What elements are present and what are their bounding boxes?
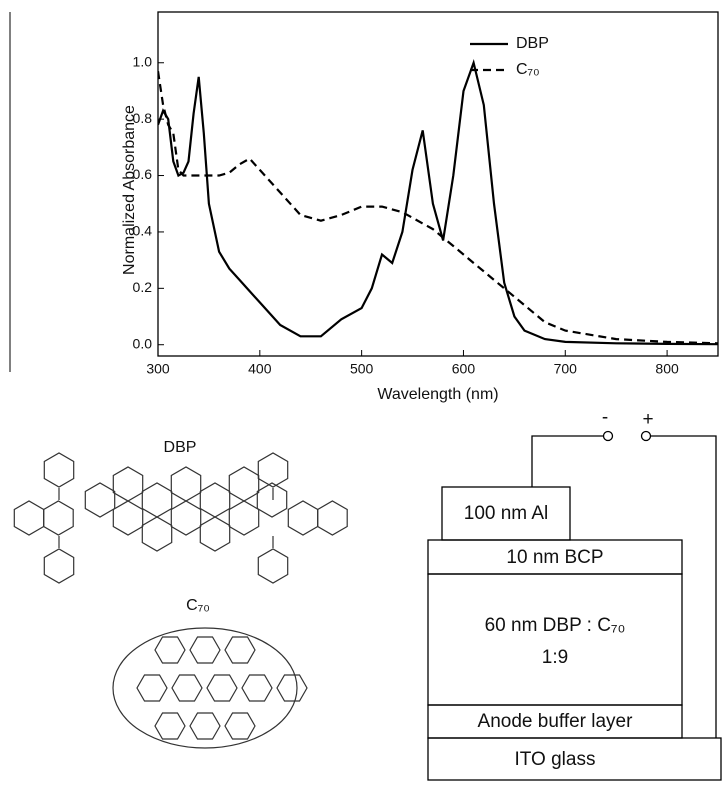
x-tick-label: 700	[554, 361, 578, 377]
ring	[317, 500, 348, 536]
cage	[112, 627, 298, 749]
y-tick-label: 0.4	[133, 223, 153, 239]
y-tick-label: 0.6	[133, 166, 153, 182]
terminal	[602, 430, 614, 442]
ring	[199, 482, 231, 518]
x-tick-label: 400	[248, 361, 272, 377]
x-tick-label: 300	[146, 361, 170, 377]
y-axis-label: Normalized Absorbance	[121, 105, 138, 275]
y-tick-label: 1.0	[133, 53, 153, 69]
y-tick-label: 0.0	[133, 335, 153, 351]
ring	[170, 466, 202, 502]
ring	[43, 500, 74, 536]
molecule-label: C₇₀	[186, 597, 210, 614]
ring	[43, 452, 75, 488]
ring	[189, 712, 221, 740]
wire	[651, 435, 717, 738]
ring	[287, 500, 319, 536]
ring	[171, 674, 203, 702]
layer-label: 100 nm Al	[464, 503, 549, 524]
ring	[154, 712, 186, 740]
ring	[112, 466, 144, 502]
legend: DBP C₇₀	[470, 35, 549, 78]
ring	[256, 482, 288, 518]
ring	[206, 674, 238, 702]
device	[427, 430, 722, 781]
ring	[189, 636, 221, 664]
ring	[13, 500, 45, 536]
x-tick-label: 600	[452, 361, 476, 377]
y-tick-label: 0.8	[133, 110, 153, 126]
terminal	[640, 430, 652, 442]
ring	[154, 636, 186, 664]
ring	[43, 548, 75, 584]
ring	[170, 500, 202, 536]
molecule-label: DBP	[164, 439, 197, 456]
legend-label: C₇₀	[516, 61, 540, 78]
ring	[136, 674, 168, 702]
terminal-label: -	[602, 407, 608, 428]
x-tick-label: 500	[350, 361, 374, 377]
ring	[141, 482, 173, 518]
data-line	[158, 58, 718, 346]
x-axis-label: Wavelength (nm)	[377, 386, 498, 403]
ring	[276, 674, 308, 702]
ring	[224, 712, 256, 740]
ring	[112, 500, 144, 536]
layer-label: 1:9	[542, 647, 568, 668]
legend-label: DBP	[516, 35, 549, 52]
y-tick-label: 0.2	[133, 279, 153, 295]
layer-label: Anode buffer layer	[478, 711, 634, 732]
layer-label: 10 nm BCP	[506, 547, 603, 568]
data-line	[158, 71, 718, 345]
wire	[531, 435, 603, 487]
layer	[427, 737, 722, 781]
x-tick-label: 800	[655, 361, 679, 377]
ring	[257, 548, 289, 584]
ring	[84, 482, 116, 518]
plot-frame	[157, 11, 719, 357]
molecules	[13, 452, 348, 749]
ring	[228, 500, 260, 536]
layer	[427, 573, 683, 706]
ring	[257, 452, 289, 488]
terminal-label: +	[642, 409, 653, 430]
ring	[224, 636, 256, 664]
layer-label: ITO glass	[515, 749, 596, 770]
ring	[141, 516, 173, 552]
layer-label: 60 nm DBP : C₇₀	[485, 615, 626, 636]
ring	[228, 466, 260, 502]
ring	[199, 516, 231, 552]
ring	[241, 674, 273, 702]
